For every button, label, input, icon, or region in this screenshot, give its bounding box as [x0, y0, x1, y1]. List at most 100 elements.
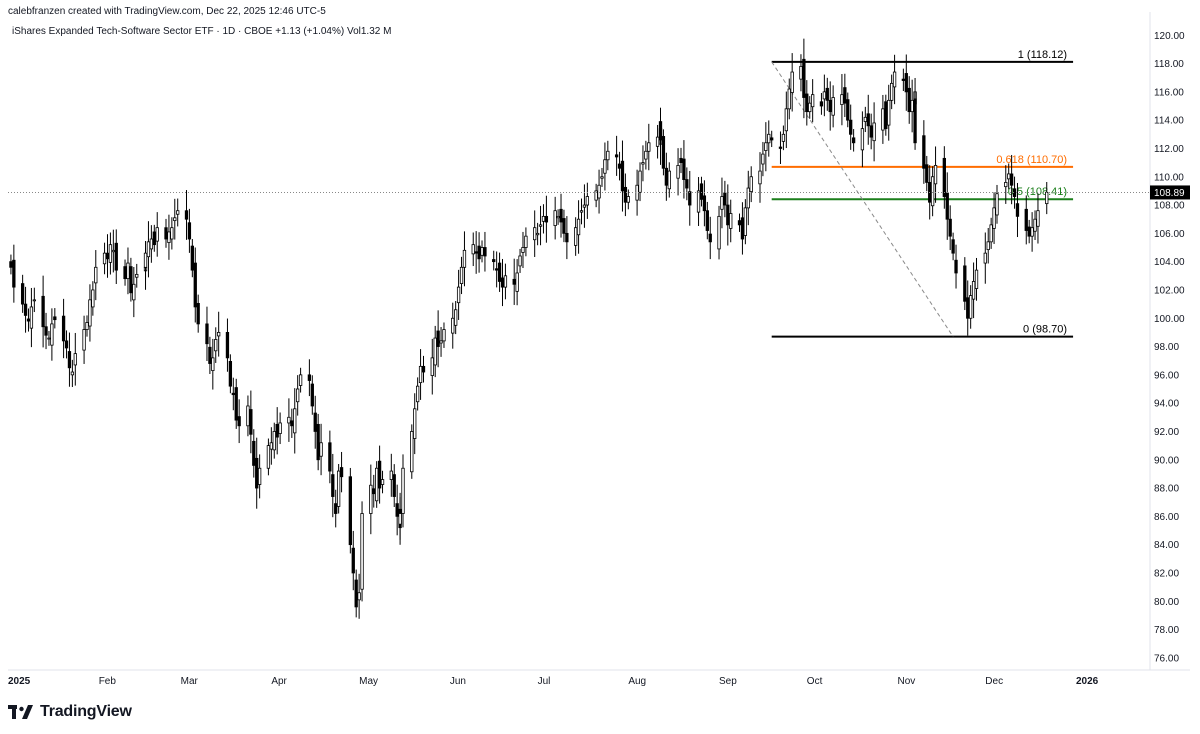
- candle: [129, 257, 133, 302]
- candle: [377, 445, 382, 504]
- candle-body: [12, 259, 16, 288]
- candle: [635, 169, 639, 216]
- candle: [351, 530, 355, 591]
- candle: [23, 286, 28, 333]
- candle-body: [951, 239, 955, 254]
- candle-body: [974, 269, 979, 289]
- candle-body: [237, 416, 241, 427]
- candle: [70, 359, 75, 388]
- candle: [331, 453, 335, 518]
- candle-body: [462, 249, 467, 268]
- candle-body: [310, 383, 314, 407]
- candle-body: [196, 302, 200, 325]
- candle: [925, 155, 929, 192]
- candle-body: [433, 337, 437, 366]
- candle: [729, 199, 733, 243]
- candle: [143, 240, 148, 280]
- candle-body: [942, 157, 946, 197]
- candle: [585, 182, 590, 219]
- candle-body: [357, 592, 361, 601]
- candle-body: [872, 122, 876, 142]
- chart-attribution: calebfranzen created with TradingView.co…: [8, 6, 326, 17]
- candle-body: [521, 247, 525, 253]
- candle: [676, 148, 680, 196]
- y-tick-label: 98.00: [1154, 342, 1179, 353]
- candle: [849, 104, 853, 150]
- candle-body: [336, 470, 341, 507]
- candle: [272, 422, 276, 459]
- candle-body: [29, 306, 34, 329]
- candle-body: [132, 283, 136, 301]
- candle-body: [503, 275, 508, 288]
- candle-body: [737, 220, 742, 226]
- candle: [808, 96, 812, 119]
- candle: [111, 229, 115, 273]
- candle-body: [47, 337, 51, 340]
- y-tick-label: 120.00: [1154, 31, 1185, 42]
- candle-body: [208, 346, 212, 364]
- candle-body: [187, 222, 192, 240]
- candle: [369, 464, 373, 535]
- candle: [688, 170, 692, 226]
- candle: [767, 120, 771, 157]
- candle-body: [290, 420, 294, 427]
- candle: [770, 130, 774, 148]
- candle-body: [749, 176, 753, 193]
- candle: [799, 54, 803, 92]
- candle-body: [559, 208, 563, 223]
- candle-body: [565, 232, 569, 243]
- candle: [907, 76, 911, 124]
- candle-body: [231, 392, 235, 396]
- candle-body: [1036, 210, 1040, 227]
- candle: [515, 259, 519, 306]
- candle-body: [146, 241, 151, 258]
- candle-body: [644, 150, 648, 160]
- y-tick-label: 78.00: [1154, 625, 1179, 636]
- candle-body: [494, 268, 499, 271]
- candle-body: [971, 281, 976, 300]
- candle-body: [585, 196, 590, 206]
- candle-body: [597, 184, 601, 199]
- candle-body: [298, 374, 303, 386]
- candle: [380, 470, 385, 494]
- candle-body: [53, 316, 57, 321]
- candle: [278, 412, 282, 445]
- y-tick-label: 80.00: [1154, 597, 1179, 608]
- candlestick-series: [9, 38, 1049, 619]
- candle-body: [123, 266, 127, 280]
- candle-body: [61, 315, 66, 342]
- candle-body: [205, 323, 209, 345]
- candle: [553, 196, 557, 240]
- candle: [451, 302, 455, 349]
- candle: [749, 166, 753, 203]
- y-tick-label: 82.00: [1154, 568, 1179, 579]
- candle: [518, 248, 522, 273]
- candle: [606, 140, 610, 171]
- candle: [91, 281, 95, 316]
- candle: [494, 251, 499, 288]
- candle-body: [316, 423, 320, 461]
- candle: [913, 91, 917, 150]
- candle: [500, 258, 505, 307]
- x-tick-label: Apr: [271, 676, 287, 687]
- candle-body: [761, 153, 765, 165]
- candle-body: [986, 241, 990, 251]
- candle: [395, 484, 399, 536]
- candle: [421, 355, 426, 383]
- candle-body: [576, 218, 581, 236]
- candle-body: [647, 142, 651, 152]
- candle: [559, 193, 563, 238]
- candle: [708, 216, 712, 260]
- candle-body: [143, 252, 148, 268]
- candle-body: [822, 91, 827, 100]
- candle-body: [471, 244, 475, 255]
- candle: [88, 284, 92, 342]
- candle-body: [781, 133, 786, 142]
- candle: [524, 227, 528, 257]
- candle: [790, 53, 794, 112]
- candle-body: [983, 252, 987, 264]
- x-tick-label: Dec: [985, 676, 1003, 687]
- candle: [41, 275, 45, 348]
- candle-body: [901, 78, 906, 81]
